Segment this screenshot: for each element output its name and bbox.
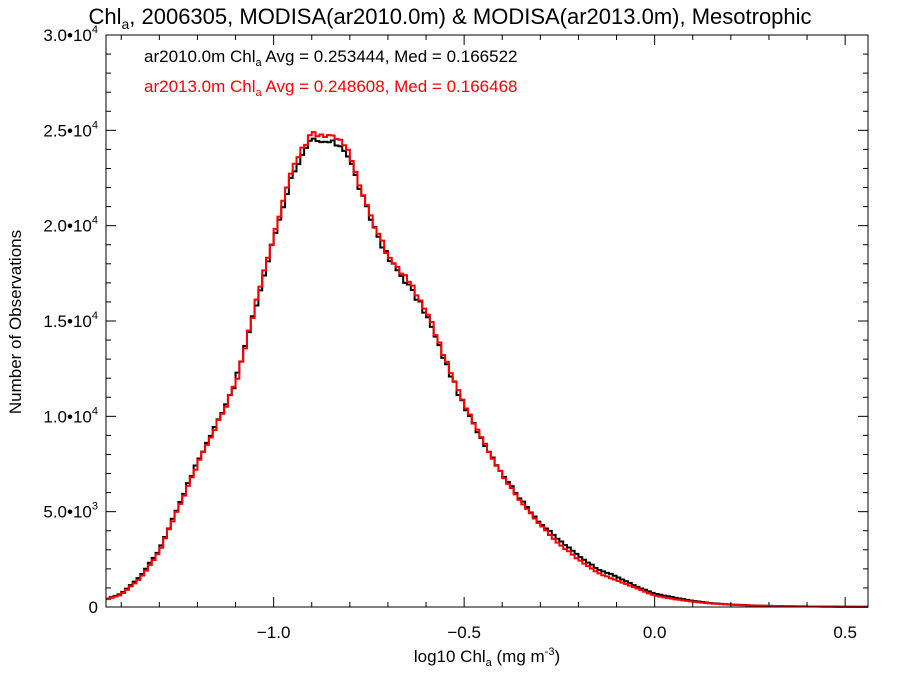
y-tick-label: 2.0•104 bbox=[43, 215, 98, 236]
histogram-series-2 bbox=[106, 131, 868, 608]
x-axis-label: log10 Chla (mg m-3) bbox=[414, 646, 560, 669]
series-group bbox=[106, 131, 868, 608]
y-tick-label: 1.0•104 bbox=[43, 405, 98, 426]
x-tick-label: 0.0 bbox=[643, 623, 667, 642]
y-tick-label: 0 bbox=[89, 598, 98, 617]
plot-frame bbox=[105, 34, 869, 608]
y-tick-label: 1.5•104 bbox=[43, 310, 98, 331]
y-tick-label: 2.5•104 bbox=[43, 119, 98, 140]
y-label-text: Number of Observations bbox=[6, 230, 25, 414]
histogram-series-1 bbox=[106, 137, 868, 608]
chart-title: Chla, 2006305, MODISA(ar2010.0m) & MODIS… bbox=[88, 4, 811, 32]
x-label-text: log10 Chla (mg m-3) bbox=[414, 646, 560, 669]
x-tick-label: −1.0 bbox=[257, 623, 291, 642]
title-text: Chla, 2006305, MODISA(ar2010.0m) & MODIS… bbox=[88, 4, 811, 32]
y-tick-label: 3.0•104 bbox=[43, 24, 98, 45]
legend-entry: ar2010.0m Chla Avg = 0.253444, Med = 0.1… bbox=[144, 47, 518, 69]
legend-entry: ar2013.0m Chla Avg = 0.248608, Med = 0.1… bbox=[144, 77, 518, 99]
y-axis-label: Number of Observations bbox=[6, 230, 25, 414]
chart-legend: ar2010.0m Chla Avg = 0.253444, Med = 0.1… bbox=[144, 47, 518, 99]
y-tick-label: 5.0•103 bbox=[43, 501, 98, 522]
x-tick-label: −0.5 bbox=[447, 623, 481, 642]
axis-ticks: −1.0 −0.5 0.0 0.5 0 5.0•103 1.0•104 1.5•104 2.0•… bbox=[43, 24, 868, 642]
x-tick-label: 0.5 bbox=[833, 623, 857, 642]
